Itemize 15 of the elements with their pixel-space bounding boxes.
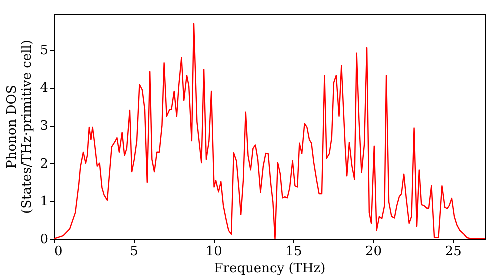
x-tick-label: 10 <box>206 244 222 260</box>
y-tick-label: 1 <box>40 194 48 210</box>
y-tick-label: 5 <box>40 43 48 58</box>
x-tick-label: 5 <box>130 244 138 260</box>
x-axis-title: Frequency (THz) <box>214 262 326 276</box>
x-tick-label: 20 <box>365 244 382 260</box>
y-tick-label: 3 <box>40 119 48 134</box>
y-axis-title: Phonon DOS (States/THz·primitive cell) <box>5 40 36 214</box>
line-series <box>54 23 485 239</box>
y-tick-label: 0 <box>40 232 48 248</box>
y-tick-label: 4 <box>40 81 48 96</box>
x-tick-label: 0 <box>54 244 63 260</box>
x-tick-label: 25 <box>445 244 462 260</box>
y-tick-label: 2 <box>40 156 48 172</box>
x-tick-label: 15 <box>286 244 302 260</box>
